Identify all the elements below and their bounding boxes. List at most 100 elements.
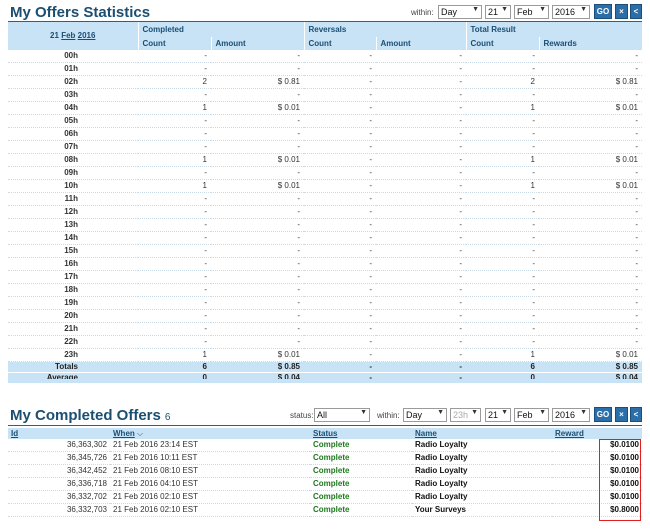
stats-cell-ra: - xyxy=(376,75,466,90)
offers-col-when[interactable]: When ⌵ xyxy=(110,428,310,439)
stats-hour-cell: 13h xyxy=(8,218,138,233)
stats-cell-tr: - xyxy=(539,114,642,129)
stats-hour-cell: 04h xyxy=(8,101,138,116)
stats-row: 00h - - - - - - xyxy=(8,50,642,64)
stats-cell-tr: - xyxy=(539,244,642,259)
stats-range-select[interactable]: Day ▼ xyxy=(438,5,482,19)
stats-hour-cell: 22h xyxy=(8,335,138,350)
stats-close-button[interactable]: × xyxy=(615,4,628,19)
stats-cell-ca: - xyxy=(211,127,304,142)
stats-cell-tr: - xyxy=(539,166,642,181)
offer-name-cell: Radio Loyalty xyxy=(412,439,552,452)
stats-hour-cell: 07h xyxy=(8,140,138,155)
stats-cell-ra: - xyxy=(376,88,466,103)
stats-row: 22h - - - - - - xyxy=(8,335,642,350)
stats-row: 07h - - - - - - xyxy=(8,140,642,155)
offers-col-name[interactable]: Name xyxy=(412,428,552,439)
stats-cell-rc: - xyxy=(304,101,376,116)
stats-row: 08h 1 $ 0.01- -1 $ 0.01 xyxy=(8,153,642,168)
stats-month-link[interactable]: Feb xyxy=(61,31,76,40)
offers-status-select[interactable]: All ▼ xyxy=(314,408,370,422)
offers-range-select[interactable]: Day ▼ xyxy=(403,408,447,422)
stats-cell-rc: - xyxy=(304,270,376,285)
stats-hour-cell: 12h xyxy=(8,205,138,220)
offer-row: 36,342,452 21 Feb 2016 08:10 EST Complete R… xyxy=(8,464,642,478)
stats-cell-tc: - xyxy=(466,322,539,337)
stats-cell-cc: - xyxy=(138,140,211,155)
stats-cell-ca: - xyxy=(211,218,304,233)
offers-col-id[interactable]: Id xyxy=(8,428,110,439)
stats-cell-rc: - xyxy=(304,348,376,363)
stats-cell-tr: $ 0.81 xyxy=(539,75,642,90)
stats-cell-rc: - xyxy=(304,218,376,233)
stats-cell-tc: 1 xyxy=(466,101,539,116)
stats-cell-tc: 1 xyxy=(466,153,539,168)
stats-cell-rc: - xyxy=(304,335,376,350)
offers-close-button[interactable]: × xyxy=(615,407,628,422)
offer-status-cell: Complete xyxy=(310,451,412,465)
offer-id-cell: 36,332,702 xyxy=(8,490,110,504)
offer-id-cell: 36,342,452 xyxy=(8,464,110,478)
stats-title: My Offers Statistics xyxy=(10,4,151,21)
stats-cell-cc: - xyxy=(138,309,211,324)
offer-row: 36,336,718 21 Feb 2016 04:10 EST Complete R… xyxy=(8,477,642,491)
stats-cell-cc: 1 xyxy=(138,348,211,363)
stats-cell-ca: - xyxy=(211,205,304,220)
offer-when-cell: 21 Feb 2016 04:10 EST xyxy=(110,477,310,491)
stats-hour-cell: 21h xyxy=(8,322,138,337)
stats-hour-cell: 20h xyxy=(8,309,138,324)
stats-cell-rc: - xyxy=(304,88,376,103)
offers-month-select[interactable]: Feb ▼ xyxy=(514,408,549,422)
stats-row: 14h - - - - - - xyxy=(8,231,642,246)
offer-id-cell: 36,332,703 xyxy=(8,503,110,517)
stats-within-label: within: xyxy=(411,8,434,17)
stats-cell-tr: $ 0.01 xyxy=(539,101,642,116)
offers-col-reward[interactable]: Reward xyxy=(552,428,642,439)
stats-cell-cc: - xyxy=(138,114,211,129)
stats-cell-rc: - xyxy=(304,153,376,168)
stats-cell-rc: - xyxy=(304,296,376,311)
stats-hour-cell: 15h xyxy=(8,244,138,259)
stats-cell-rc: - xyxy=(304,322,376,337)
stats-cell-cc: - xyxy=(138,335,211,350)
offers-divider xyxy=(8,425,642,426)
stats-day-select[interactable]: 21 ▼ xyxy=(485,5,511,19)
stats-row: 13h - - - - - - xyxy=(8,218,642,233)
stats-cell-ra: - xyxy=(376,335,466,350)
stats-row: 10h 1 $ 0.01- -1 $ 0.01 xyxy=(8,179,642,194)
stats-cell-tr: - xyxy=(539,296,642,311)
offers-header: My Completed Offers 6 status: All ▼ within… xyxy=(0,405,650,425)
stats-cell-cc: - xyxy=(138,257,211,272)
stats-year-select[interactable]: 2016 ▼ xyxy=(552,5,590,19)
stats-cell-cc: - xyxy=(138,205,211,220)
stats-group-reversals: Reversals xyxy=(304,22,467,37)
stats-go-button[interactable]: GO xyxy=(594,4,612,19)
stats-year-link[interactable]: 2016 xyxy=(77,31,96,40)
stats-cell-ca: $ 0.81 xyxy=(211,75,304,90)
stats-cell-rc: - xyxy=(304,192,376,207)
stats-hour-cell: 06h xyxy=(8,127,138,142)
offer-row: 36,332,702 21 Feb 2016 02:10 EST Complete R… xyxy=(8,490,642,504)
stats-cell-ra: - xyxy=(376,50,466,64)
stats-month-select[interactable]: Feb ▼ xyxy=(514,5,549,19)
stats-group-completed: Completed xyxy=(138,22,305,37)
offer-status-cell: Complete xyxy=(310,490,412,504)
stats-row: 19h - - - - - - xyxy=(8,296,642,311)
offers-back-button[interactable]: < xyxy=(630,407,642,422)
offers-hour-select[interactable]: 23h ▼ xyxy=(450,408,481,422)
stats-back-button[interactable]: < xyxy=(630,4,642,19)
offers-year-select[interactable]: 2016 ▼ xyxy=(552,408,590,422)
offers-col-status[interactable]: Status xyxy=(310,428,412,439)
stats-row: 11h - - - - - - xyxy=(8,192,642,207)
stats-row: 04h 1 $ 0.01- -1 $ 0.01 xyxy=(8,101,642,116)
stats-cell-rc: - xyxy=(304,114,376,129)
offers-day-select[interactable]: 21 ▼ xyxy=(485,408,511,422)
stats-cell-ra: - xyxy=(376,166,466,181)
stats-cell-cc: - xyxy=(138,62,211,77)
offer-row: 36,363,302 21 Feb 2016 23:14 EST Complete R… xyxy=(8,439,642,452)
stats-hour-cell: 01h xyxy=(8,62,138,77)
offers-go-button[interactable]: GO xyxy=(594,407,612,422)
stats-cell-tc: - xyxy=(466,140,539,155)
stats-cell-ra: - xyxy=(376,101,466,116)
stats-cell-cc: 1 xyxy=(138,179,211,194)
